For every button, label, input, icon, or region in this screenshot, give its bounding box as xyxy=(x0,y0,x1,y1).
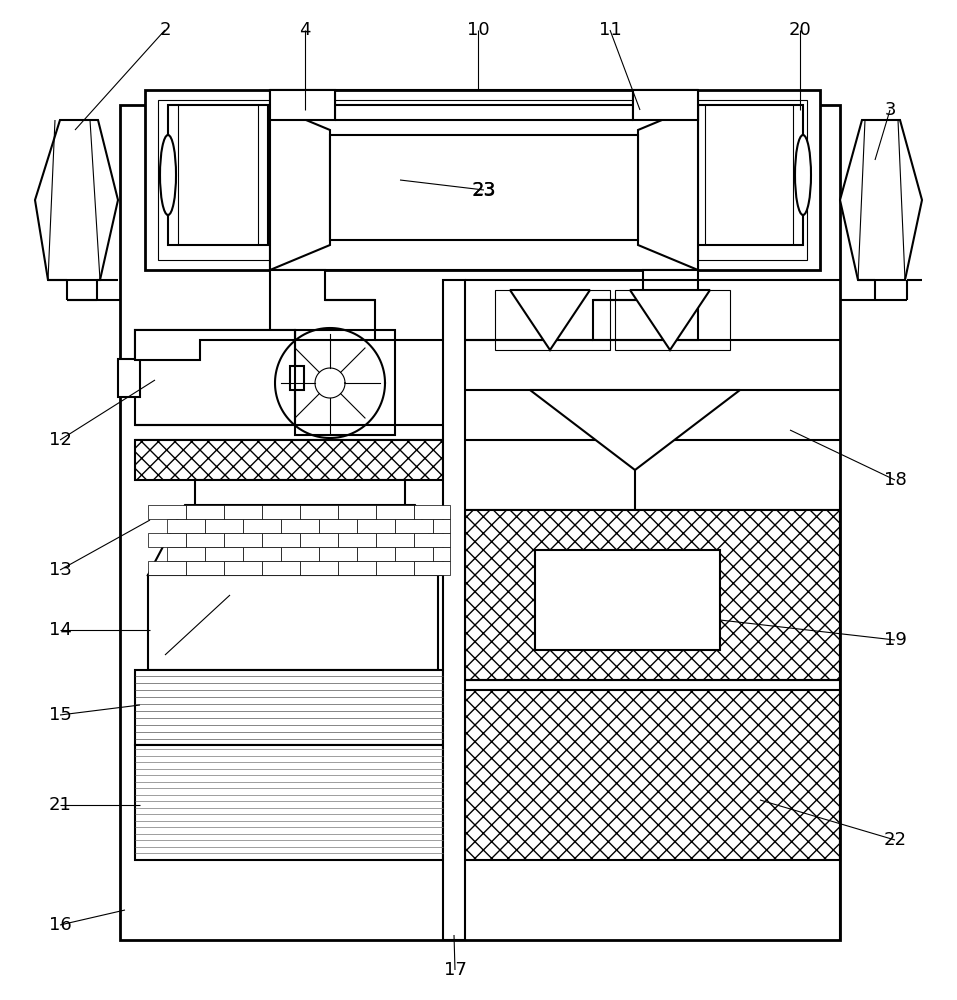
Bar xyxy=(224,561,262,575)
Bar xyxy=(395,519,433,533)
Text: 20: 20 xyxy=(789,21,812,39)
Bar xyxy=(224,505,262,519)
Bar xyxy=(167,547,205,561)
Polygon shape xyxy=(638,105,698,270)
Bar xyxy=(615,290,730,350)
Bar xyxy=(135,745,443,860)
Bar xyxy=(270,105,698,270)
Bar xyxy=(330,135,638,240)
Polygon shape xyxy=(840,120,922,280)
Polygon shape xyxy=(593,270,698,340)
Bar xyxy=(395,547,433,561)
Bar xyxy=(195,480,405,505)
Bar xyxy=(120,105,840,940)
Polygon shape xyxy=(630,290,710,350)
Text: 19: 19 xyxy=(883,631,906,649)
Bar xyxy=(319,547,357,561)
Bar xyxy=(281,547,319,561)
Bar xyxy=(414,533,450,547)
Bar xyxy=(338,533,376,547)
Bar xyxy=(205,547,243,561)
Text: 10: 10 xyxy=(467,21,489,39)
Bar xyxy=(633,90,698,120)
Bar xyxy=(186,561,224,575)
Bar xyxy=(465,690,840,860)
Bar xyxy=(205,519,243,533)
Text: 14: 14 xyxy=(49,621,72,639)
Bar xyxy=(243,519,281,533)
Bar xyxy=(148,561,186,575)
Bar xyxy=(433,519,450,533)
Bar xyxy=(148,505,186,519)
Polygon shape xyxy=(510,290,590,350)
Bar xyxy=(262,561,300,575)
Polygon shape xyxy=(270,105,330,270)
Bar xyxy=(290,366,304,390)
Bar xyxy=(262,533,300,547)
Text: 21: 21 xyxy=(49,796,72,814)
Bar xyxy=(695,105,803,245)
Text: 11: 11 xyxy=(599,21,621,39)
Bar xyxy=(357,519,395,533)
Text: 2: 2 xyxy=(159,21,170,39)
Bar xyxy=(319,519,357,533)
Bar xyxy=(376,561,414,575)
Bar xyxy=(148,533,186,547)
Bar xyxy=(281,519,319,533)
Bar xyxy=(300,533,338,547)
Bar xyxy=(186,533,224,547)
Bar xyxy=(167,519,205,533)
Bar xyxy=(295,330,395,435)
Text: 23: 23 xyxy=(472,180,497,200)
Ellipse shape xyxy=(160,135,176,215)
Bar xyxy=(148,575,438,670)
Bar xyxy=(168,105,268,245)
Polygon shape xyxy=(270,270,375,340)
Bar xyxy=(443,280,465,940)
Bar xyxy=(465,510,840,680)
Bar xyxy=(376,505,414,519)
Text: 23: 23 xyxy=(473,181,496,199)
Polygon shape xyxy=(148,505,450,575)
Bar xyxy=(158,100,807,260)
Text: 4: 4 xyxy=(300,21,311,39)
Text: 18: 18 xyxy=(883,471,906,489)
Text: 15: 15 xyxy=(49,706,72,724)
Polygon shape xyxy=(530,390,740,470)
Bar xyxy=(270,90,335,120)
Bar xyxy=(224,533,262,547)
Text: 22: 22 xyxy=(883,831,906,849)
Ellipse shape xyxy=(795,135,811,215)
Polygon shape xyxy=(35,120,118,280)
Text: 17: 17 xyxy=(443,961,466,979)
Bar xyxy=(145,90,820,270)
Bar xyxy=(376,533,414,547)
Text: 3: 3 xyxy=(884,101,896,119)
Bar xyxy=(338,505,376,519)
Text: 13: 13 xyxy=(49,561,72,579)
Bar xyxy=(300,505,338,519)
Bar xyxy=(535,550,720,650)
Text: 12: 12 xyxy=(49,431,72,449)
Bar xyxy=(135,670,443,745)
Bar xyxy=(414,505,450,519)
Bar xyxy=(495,290,610,350)
Bar xyxy=(338,561,376,575)
Bar xyxy=(433,547,450,561)
Bar xyxy=(243,547,281,561)
Polygon shape xyxy=(135,330,295,360)
Bar xyxy=(300,561,338,575)
Bar xyxy=(118,359,140,397)
Bar xyxy=(357,547,395,561)
Bar xyxy=(262,505,300,519)
Bar xyxy=(135,330,295,425)
Bar xyxy=(135,440,443,480)
Text: 16: 16 xyxy=(49,916,72,934)
Bar xyxy=(186,505,224,519)
Bar xyxy=(414,561,450,575)
